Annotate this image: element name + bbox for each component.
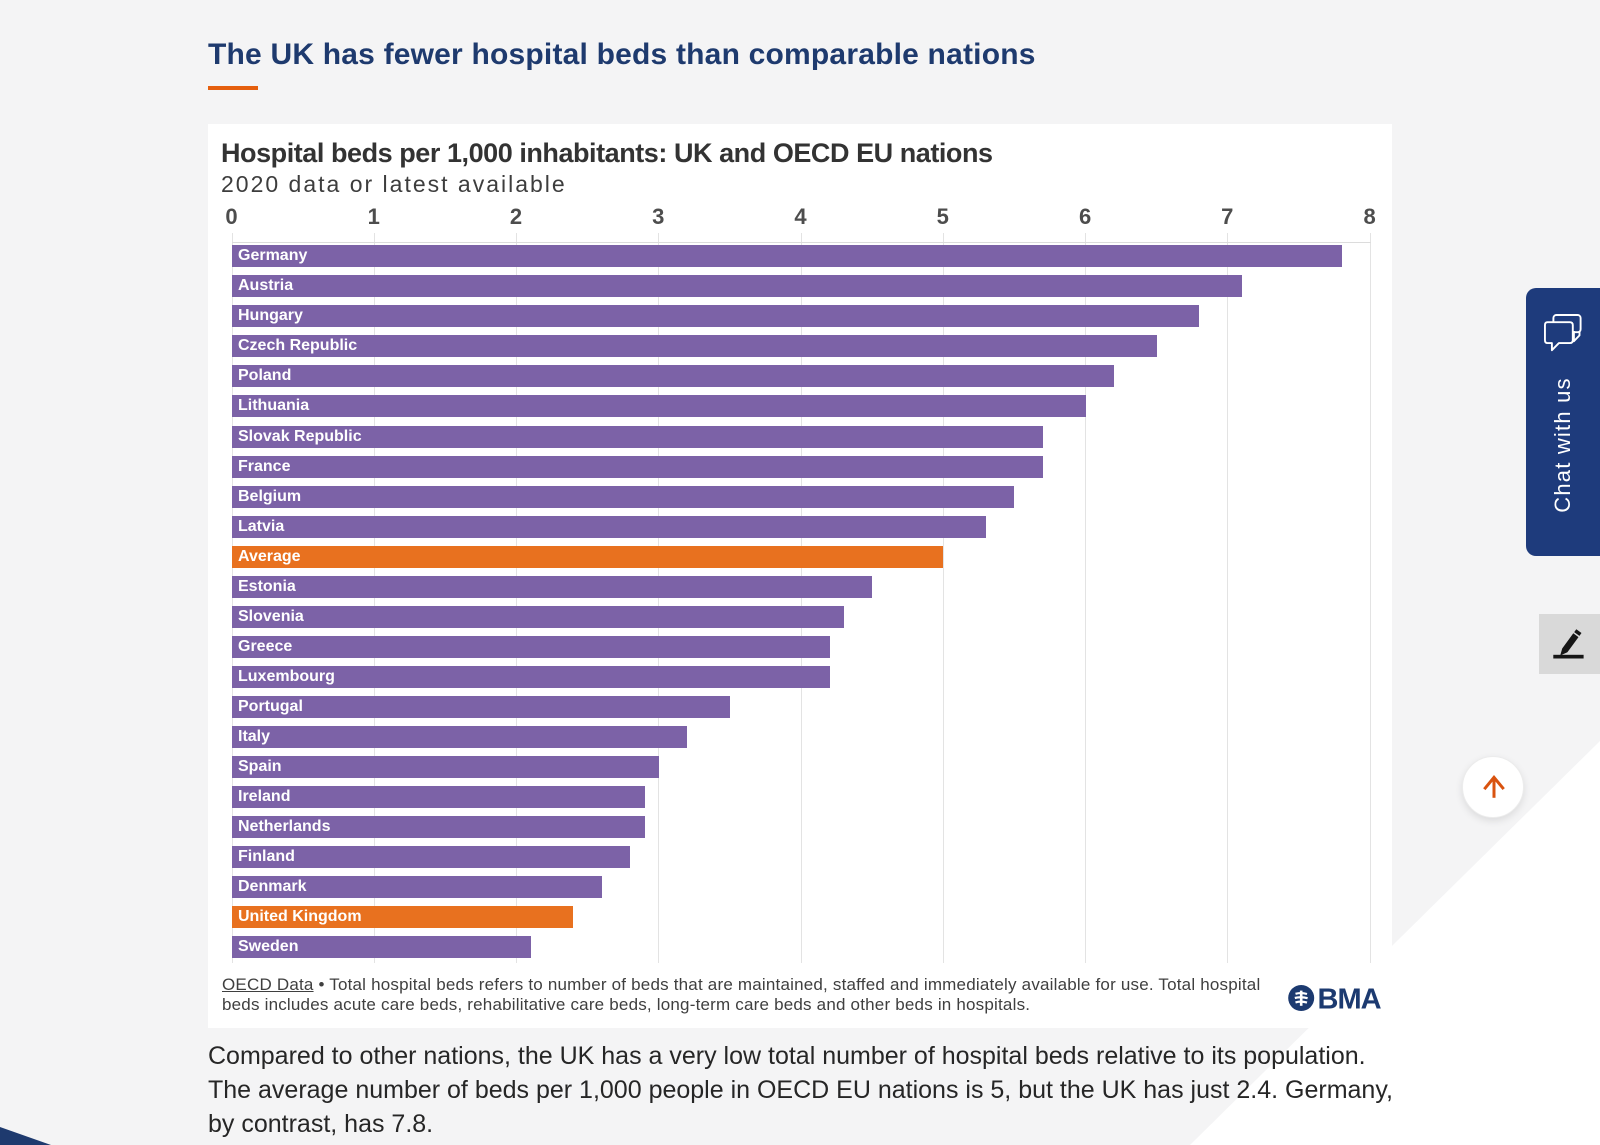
svg-text:BMA: BMA: [1318, 984, 1382, 1012]
